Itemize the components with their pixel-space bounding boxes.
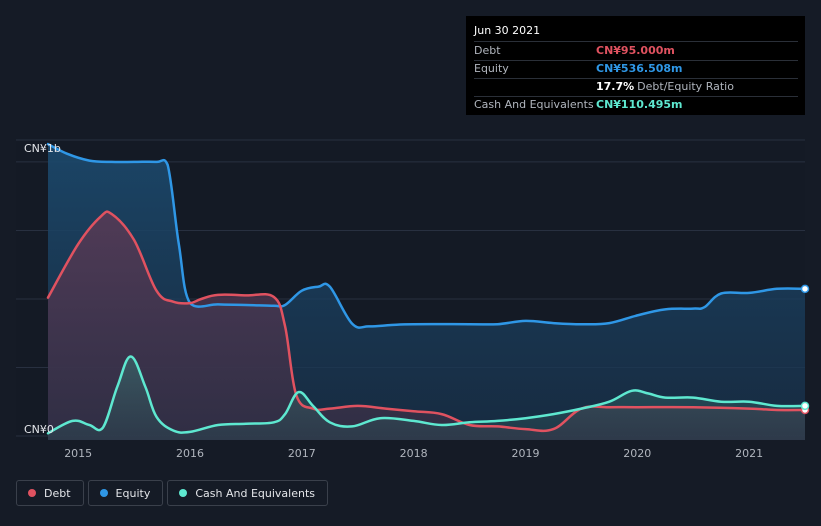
tooltip-cash-value: CN¥110.495m bbox=[596, 98, 683, 111]
legend-item-debt[interactable]: Debt bbox=[16, 480, 84, 506]
legend-label-equity: Equity bbox=[115, 486, 151, 500]
y-tick-label: CN¥0 bbox=[24, 423, 54, 436]
x-tick-label: 2016 bbox=[176, 447, 204, 460]
tooltip-date: Jun 30 2021 bbox=[474, 23, 798, 42]
series-line-cash bbox=[46, 355, 807, 435]
legend-dot-debt bbox=[28, 489, 36, 497]
y-tick-label: CN¥1b bbox=[24, 142, 61, 155]
tooltip-equity-value: CN¥536.508m bbox=[596, 62, 683, 75]
legend: Debt Equity Cash And Equivalents bbox=[16, 480, 328, 506]
x-tick-label: 2019 bbox=[511, 447, 539, 460]
legend-item-cash[interactable]: Cash And Equivalents bbox=[167, 480, 328, 506]
tooltip-row-debt: Debt CN¥95.000m bbox=[474, 43, 798, 61]
series-end-marker-equity bbox=[800, 284, 810, 294]
x-tick-label: 2020 bbox=[623, 447, 651, 460]
legend-label-debt: Debt bbox=[44, 486, 71, 500]
tooltip-row-cash: Cash And Equivalents CN¥110.495m bbox=[474, 97, 798, 114]
area-cash bbox=[48, 356, 805, 440]
legend-label-cash: Cash And Equivalents bbox=[195, 486, 315, 500]
legend-dot-equity bbox=[99, 489, 108, 497]
legend-dot-cash bbox=[179, 489, 188, 497]
tooltip-debt-value: CN¥95.000m bbox=[596, 44, 675, 57]
series-line-equity bbox=[46, 142, 807, 329]
tooltip-panel: Jun 30 2021 Debt CN¥95.000m Equity CN¥53… bbox=[466, 16, 805, 115]
x-tick-label: 2018 bbox=[400, 447, 428, 460]
tooltip-ratio-label: Debt/Equity Ratio bbox=[637, 80, 734, 93]
series-end-marker-cash bbox=[800, 401, 810, 411]
tooltip-debt-label: Debt bbox=[474, 44, 501, 57]
area-debt bbox=[48, 211, 805, 440]
tooltip-cash-label: Cash And Equivalents bbox=[474, 98, 594, 111]
x-tick-label: 2021 bbox=[735, 447, 763, 460]
legend-item-equity[interactable]: Equity bbox=[87, 480, 164, 506]
tooltip-row-equity: Equity CN¥536.508m bbox=[474, 61, 798, 79]
tooltip-row-ratio: 17.7% Debt/Equity Ratio bbox=[474, 79, 798, 97]
tooltip-ratio-value: 17.7% bbox=[596, 80, 635, 93]
series-line-debt bbox=[46, 210, 807, 433]
tooltip-equity-label: Equity bbox=[474, 62, 509, 75]
x-tick-label: 2017 bbox=[288, 447, 316, 460]
x-tick-label: 2015 bbox=[64, 447, 92, 460]
